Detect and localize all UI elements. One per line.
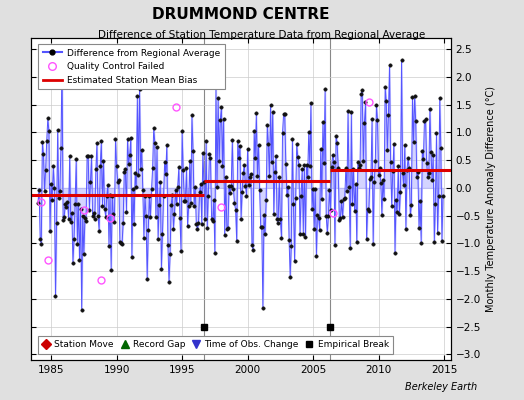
Y-axis label: Monthly Temperature Anomaly Difference (°C): Monthly Temperature Anomaly Difference (…: [486, 86, 496, 312]
Title: DRUMMOND CENTRE: DRUMMOND CENTRE: [152, 6, 330, 22]
Text: Difference of Station Temperature Data from Regional Average: Difference of Station Temperature Data f…: [99, 30, 425, 40]
Legend: Station Move, Record Gap, Time of Obs. Change, Empirical Break: Station Move, Record Gap, Time of Obs. C…: [38, 336, 393, 354]
Text: Berkeley Earth: Berkeley Earth: [405, 382, 477, 392]
